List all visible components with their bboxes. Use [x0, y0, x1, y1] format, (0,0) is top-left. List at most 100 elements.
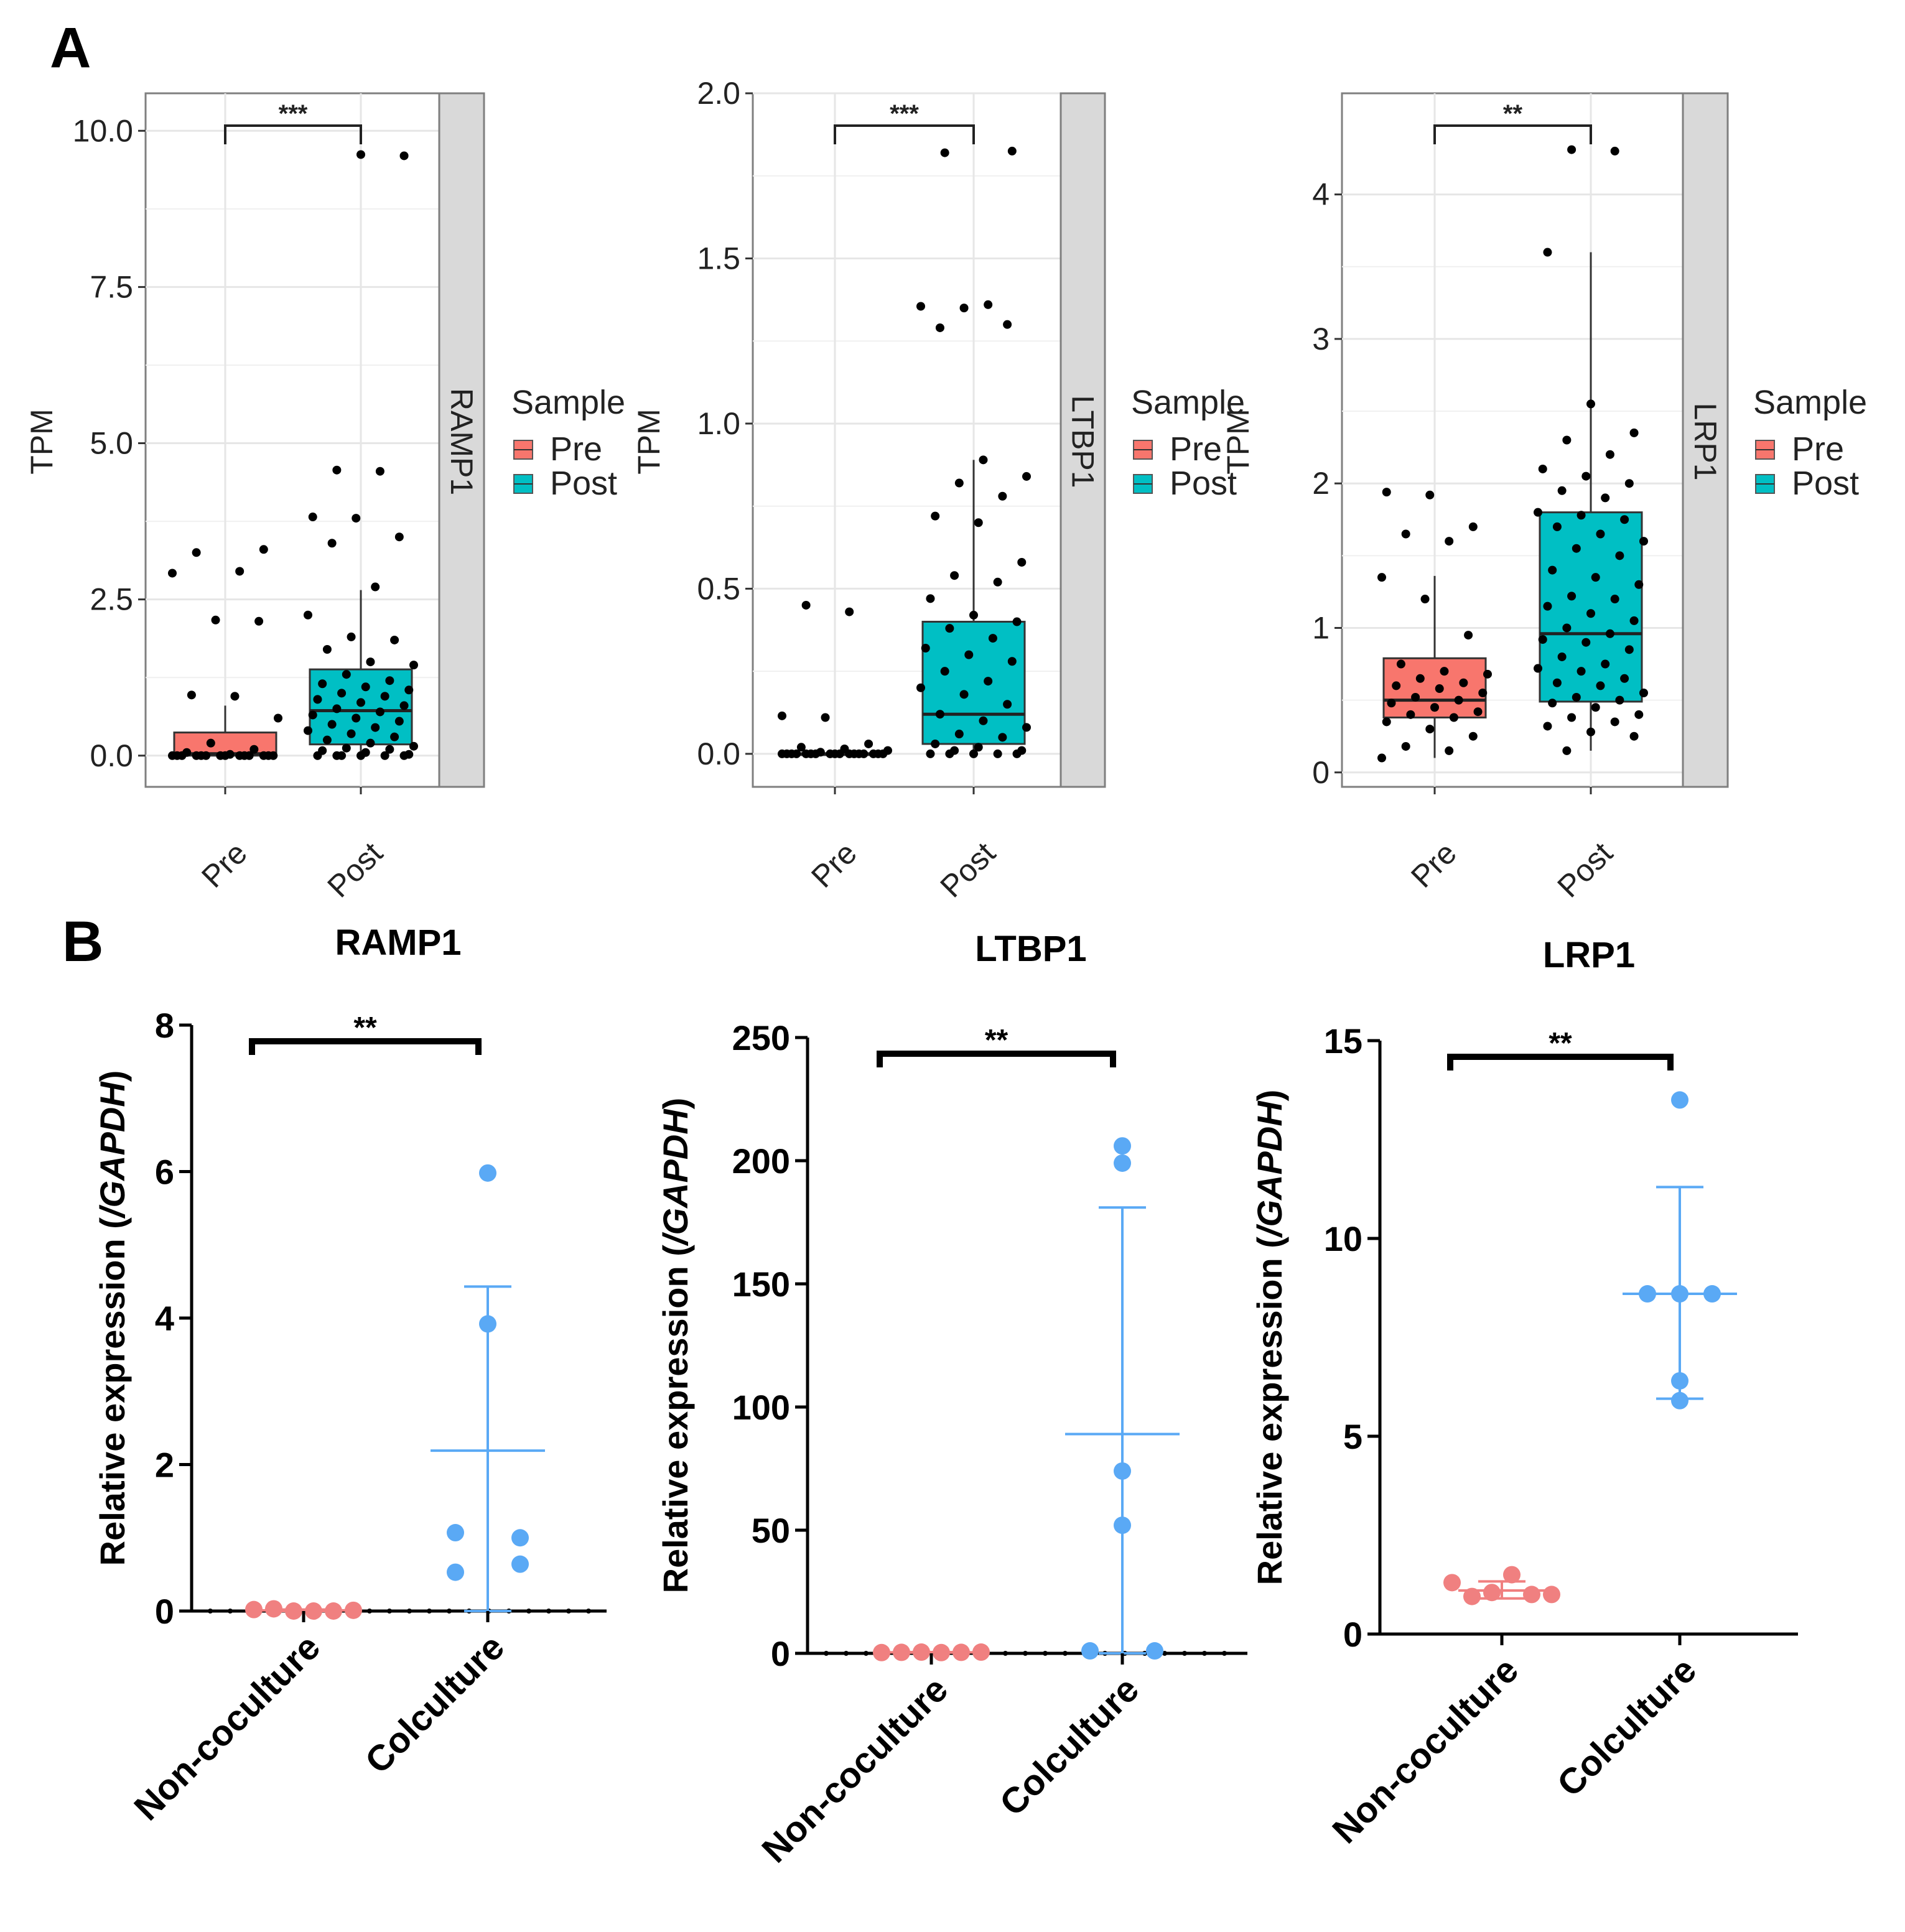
x-tick-label: Post: [933, 835, 1002, 904]
y-axis-label-prefix: Relative expression (: [93, 1217, 132, 1566]
data-point: [1017, 746, 1027, 755]
data-point-colculture: [1114, 1154, 1131, 1172]
facet-label: LTBP1: [1066, 395, 1101, 488]
data-point: [1629, 731, 1639, 741]
y-tick-label: 200: [732, 1141, 790, 1181]
data-point: [959, 304, 969, 313]
x-tick-label: Non-coculture: [126, 1627, 328, 1828]
data-point: [1392, 681, 1401, 690]
data-point: [1572, 544, 1581, 553]
data-point-non-coculture: [1523, 1586, 1540, 1604]
y-tick-label: 100: [732, 1388, 790, 1427]
data-point: [1445, 746, 1454, 755]
data-point: [1629, 428, 1639, 437]
data-point: [974, 518, 983, 527]
data-point: [935, 323, 944, 332]
significance-bracket: [249, 1038, 482, 1055]
significance-label: **: [985, 1024, 1008, 1057]
x-tick-label: Pre: [804, 835, 864, 894]
data-point: [1003, 320, 1012, 329]
data-point: [1425, 725, 1435, 734]
y-tick-label: 10.0: [73, 113, 133, 148]
data-point: [1003, 700, 1012, 709]
data-point-colculture: [1146, 1642, 1163, 1660]
data-point: [1624, 479, 1634, 488]
data-point: [235, 567, 245, 576]
data-point: [954, 730, 964, 739]
data-point: [409, 741, 418, 751]
baseline-marker: [1182, 1651, 1187, 1656]
data-point: [1552, 522, 1562, 531]
data-point: [1543, 248, 1552, 257]
data-point: [935, 710, 944, 719]
data-point: [327, 539, 337, 548]
legend-label: Post: [550, 465, 617, 502]
y-axis-label: TPM: [1221, 409, 1255, 475]
y-axis-label: TPM: [631, 409, 666, 475]
significance-bracket: [834, 124, 975, 144]
data-point: [940, 148, 949, 157]
data-point: [979, 716, 988, 725]
chart-b2: LTBP1 0 50 100 150 200 250 Relative expression …: [656, 929, 1247, 1870]
data-point-non-coculture: [345, 1601, 362, 1619]
data-point-colculture: [447, 1563, 464, 1581]
data-point-non-coculture: [1443, 1574, 1461, 1592]
data-point: [998, 733, 1007, 742]
data-point: [1377, 573, 1386, 582]
significance-bracket: [224, 124, 362, 144]
data-point: [366, 738, 375, 748]
data-point: [332, 465, 342, 475]
data-point: [361, 682, 370, 692]
significance-label: **: [1549, 1027, 1572, 1060]
legend-label: Pre: [550, 430, 602, 468]
data-point: [371, 582, 380, 592]
baseline-marker: [367, 1609, 372, 1614]
data-point: [390, 635, 399, 644]
data-point: [371, 723, 380, 732]
data-point: [1562, 623, 1572, 633]
baseline-marker: [1063, 1651, 1068, 1656]
data-point: [859, 749, 869, 758]
data-point: [1601, 659, 1610, 669]
data-point: [1596, 681, 1605, 690]
data-point: [352, 713, 361, 723]
data-point: [840, 744, 849, 753]
data-point: [390, 732, 399, 741]
y-axis-label: Relative expression (/GAPDH): [656, 1098, 695, 1594]
x-tick-label: Non-coculture: [754, 1669, 956, 1870]
data-point: [1534, 664, 1542, 673]
data-point-colculture: [511, 1529, 529, 1547]
data-point: [1459, 678, 1468, 687]
data-point: [269, 751, 278, 760]
significance-bracket: [1447, 1054, 1674, 1070]
data-point: [404, 685, 414, 695]
data-point: [993, 577, 1002, 587]
data-point: [1534, 508, 1542, 517]
data-point: [404, 750, 414, 759]
x-tick-label: Post: [1550, 835, 1619, 904]
data-point: [1454, 695, 1463, 705]
y-tick-label: 15: [1324, 1021, 1362, 1061]
facet-label: RAMP1: [444, 388, 479, 495]
legend-label: Pre: [1792, 430, 1844, 468]
data-point: [964, 650, 974, 659]
y-tick-label: 1.0: [697, 406, 740, 441]
data-point: [322, 735, 332, 745]
y-tick-label: 0: [1343, 1615, 1362, 1654]
y-axis-label-suffix: ): [93, 1070, 132, 1082]
data-point: [979, 455, 988, 465]
x-tick-label: Colculture: [992, 1669, 1147, 1824]
data-point: [1548, 699, 1557, 708]
baseline-marker: [1043, 1651, 1048, 1656]
data-point: [1007, 657, 1017, 666]
y-tick-label: 2: [1312, 466, 1330, 501]
data-point: [1440, 667, 1449, 676]
y-tick-label: 4: [1312, 177, 1330, 212]
data-point: [1610, 595, 1619, 604]
data-point: [332, 704, 342, 713]
data-point: [1445, 537, 1454, 546]
data-point: [1596, 529, 1605, 539]
facet-strip: [438, 92, 485, 788]
data-point: [1449, 713, 1458, 722]
data-point: [1581, 471, 1591, 481]
